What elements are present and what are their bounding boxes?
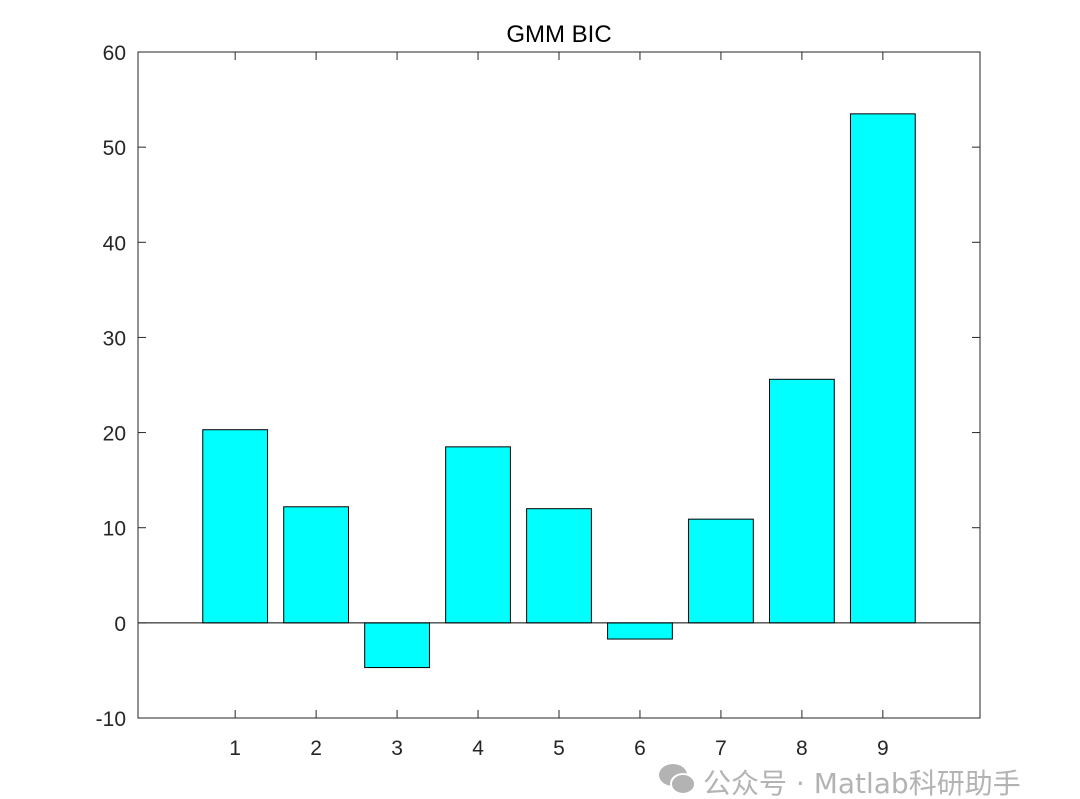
chart-title: GMM BIC [506, 21, 611, 48]
bar-4 [445, 446, 511, 624]
y-tick-label: 60 [103, 42, 126, 65]
x-tick-label: 9 [877, 737, 889, 760]
bar-8 [769, 378, 835, 624]
y-tick-label: -10 [96, 708, 126, 731]
y-tick-label: 40 [103, 232, 126, 255]
watermark-text: 公众号 · Matlab科研助手 [703, 767, 1021, 799]
bar-5 [526, 508, 592, 624]
bar-7 [688, 518, 754, 624]
bar-3 [364, 622, 430, 669]
wechat-icon [659, 764, 696, 795]
x-tick-label: 4 [472, 737, 484, 760]
bar-6 [607, 622, 673, 640]
x-tick-label: 5 [553, 737, 565, 760]
x-tick-label: 8 [796, 737, 808, 760]
x-tick-label: 7 [715, 737, 727, 760]
bar-2 [283, 506, 350, 624]
x-tick-label: 1 [229, 737, 241, 760]
y-tick-label: 10 [103, 518, 126, 541]
y-tick-label: 50 [103, 137, 126, 160]
y-tick-label: 0 [114, 613, 126, 636]
watermark: 公众号 · Matlab科研助手 [659, 764, 1021, 799]
y-tick-label: 20 [103, 423, 126, 446]
bar-9 [849, 113, 916, 624]
x-tick-label: 6 [634, 737, 646, 760]
y-tick-label: 30 [103, 327, 126, 350]
bar-1 [202, 429, 269, 624]
x-tick-label: 2 [310, 737, 322, 760]
x-tick-label: 3 [391, 737, 403, 760]
